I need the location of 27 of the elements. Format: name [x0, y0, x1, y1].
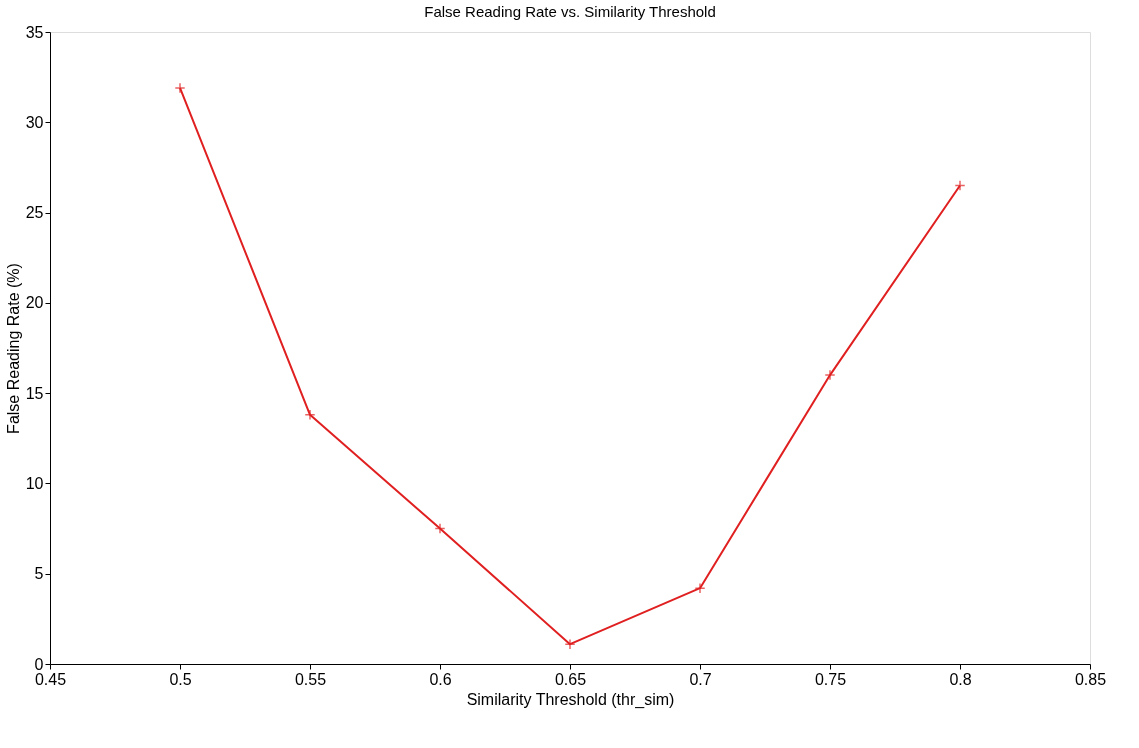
point — [954, 179, 966, 191]
y-tick-label: 0 — [34, 655, 44, 673]
x-tick-label: 0.75 — [814, 670, 847, 688]
x-tick-label: 0.55 — [294, 670, 327, 688]
point — [694, 582, 706, 594]
point — [824, 369, 836, 381]
x-tick-label: 0.7 — [689, 670, 712, 688]
point — [564, 638, 576, 650]
point — [174, 82, 186, 94]
x-tick-label: 0.45 — [34, 670, 67, 688]
y-tick-label: 30 — [25, 113, 44, 131]
y-tick-label: 5 — [34, 565, 44, 583]
x-tick-label: 0.85 — [1074, 670, 1107, 688]
y-tick-label: 25 — [25, 204, 44, 222]
x-axis-title: Similarity Threshold (thr_sim) — [466, 690, 675, 709]
x-tick-label: 0.65 — [554, 670, 587, 688]
y-axis-title: False Reading Rate (%) — [4, 263, 22, 434]
point — [434, 523, 446, 535]
x-tick-label: 0.5 — [169, 670, 192, 688]
chart-title: False Reading Rate vs. Similarity Threshold — [424, 3, 716, 20]
point — [304, 409, 316, 421]
y-tick-label: 20 — [25, 294, 44, 312]
x-tick-label: 0.8 — [949, 670, 972, 688]
y-tick-label: 10 — [25, 474, 44, 492]
y-tick-label: 15 — [25, 384, 44, 402]
x-tick-label: 0.6 — [429, 670, 452, 688]
y-tick-label: 35 — [25, 23, 44, 41]
